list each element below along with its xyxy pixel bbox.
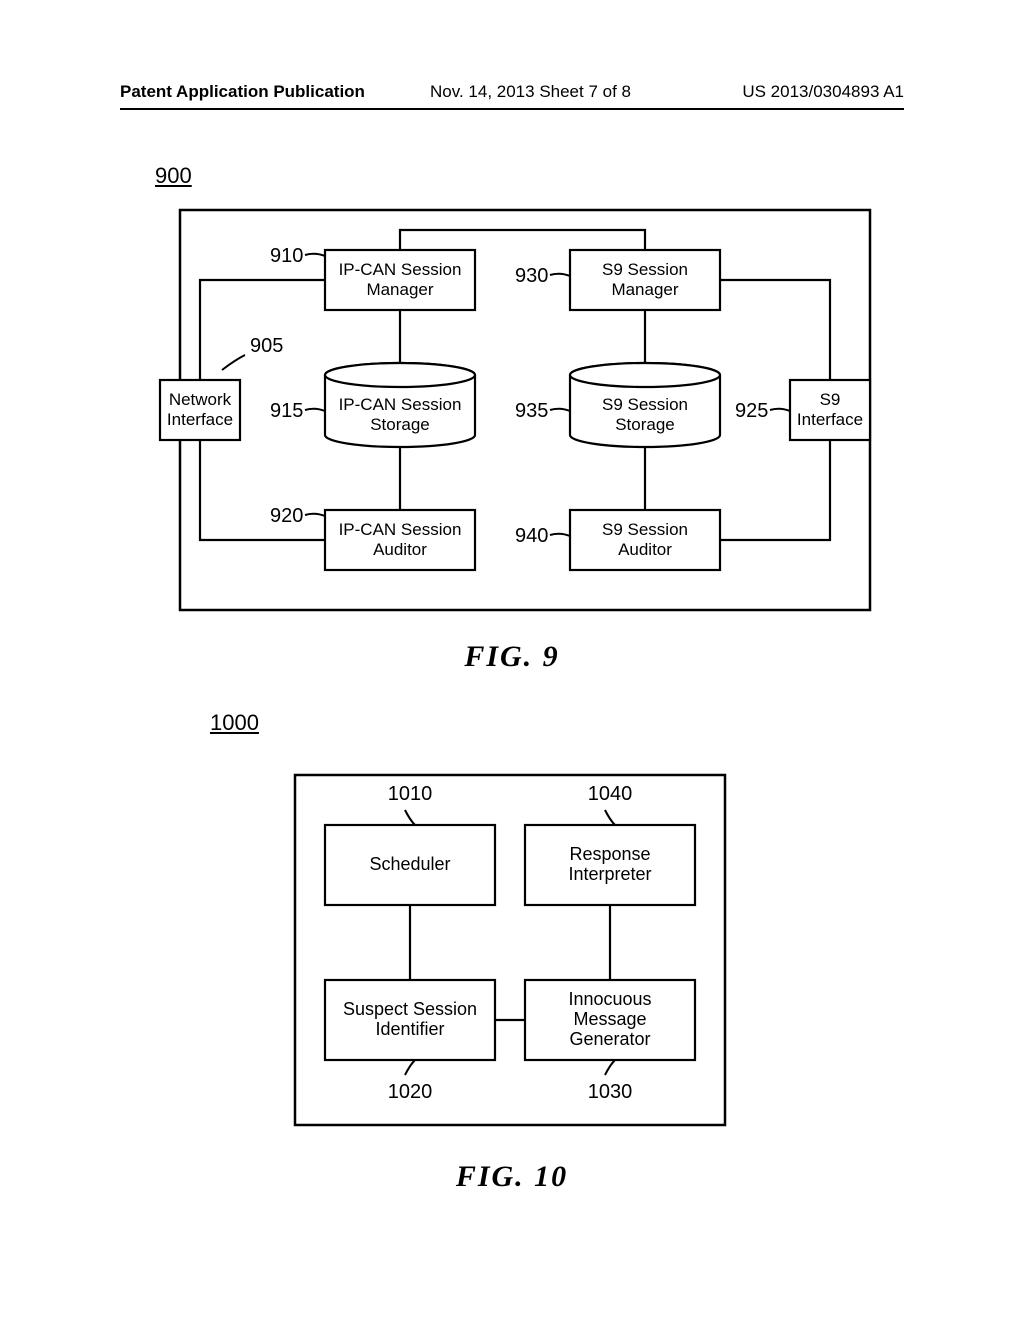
s9-storage-label1: S9 Session xyxy=(602,395,688,414)
s9-manager-label1: S9 Session xyxy=(602,260,688,279)
s9-auditor-label1: S9 Session xyxy=(602,520,688,539)
header-left: Patent Application Publication xyxy=(120,82,365,102)
fig10-ref-number: 1000 xyxy=(210,710,259,736)
scheduler-label: Scheduler xyxy=(369,854,450,874)
ref-935: 935 xyxy=(515,400,548,422)
ipcan-storage-label2: Storage xyxy=(370,415,430,434)
innocuous-label1: Innocuous xyxy=(568,989,651,1009)
s9-auditor-label2: Auditor xyxy=(618,540,672,559)
ipcan-manager-label2: Manager xyxy=(366,280,433,299)
ipcan-storage-label1: IP-CAN Session xyxy=(339,395,462,414)
response-label2: Interpreter xyxy=(568,864,651,884)
s9-storage-label2: Storage xyxy=(615,415,675,434)
network-interface-label1: Network xyxy=(169,390,232,409)
fig9-caption: FIG. 9 xyxy=(0,640,1024,674)
suspect-label2: Identifier xyxy=(375,1019,444,1039)
fig10-caption: FIG. 10 xyxy=(0,1160,1024,1194)
suspect-label1: Suspect Session xyxy=(343,999,477,1019)
s9-manager-label2: Manager xyxy=(611,280,678,299)
ref-910: 910 xyxy=(270,245,303,267)
ref-1040: 1040 xyxy=(588,783,633,805)
ipcan-manager-label1: IP-CAN Session xyxy=(339,260,462,279)
fig9-ref-number: 900 xyxy=(155,163,192,189)
ref-1020: 1020 xyxy=(388,1081,433,1103)
network-interface-label2: Interface xyxy=(167,410,233,429)
s9-interface-label2: Interface xyxy=(797,410,863,429)
response-label1: Response xyxy=(569,844,650,864)
page: Patent Application Publication Nov. 14, … xyxy=(0,0,1024,1320)
s9-interface-label1: S9 xyxy=(820,390,841,409)
ref-1010: 1010 xyxy=(388,783,433,805)
ipcan-auditor-label2: Auditor xyxy=(373,540,427,559)
ref-930: 930 xyxy=(515,265,548,287)
innocuous-label2: Message xyxy=(573,1009,646,1029)
fig9-diagram: Network Interface S9 Interface IP-CAN Se… xyxy=(150,200,880,620)
innocuous-label3: Generator xyxy=(569,1029,650,1049)
header-rule xyxy=(120,108,904,110)
ref-940: 940 xyxy=(515,525,548,547)
ipcan-auditor-label1: IP-CAN Session xyxy=(339,520,462,539)
fig10-diagram: Scheduler Response Interpreter Suspect S… xyxy=(280,750,740,1150)
ref-925: 925 xyxy=(735,400,768,422)
ref-920: 920 xyxy=(270,505,303,527)
header-right: US 2013/0304893 A1 xyxy=(742,82,904,102)
ref-905: 905 xyxy=(250,335,283,357)
ref-1030: 1030 xyxy=(588,1081,633,1103)
header-middle: Nov. 14, 2013 Sheet 7 of 8 xyxy=(430,82,631,102)
ref-915: 915 xyxy=(270,400,303,422)
